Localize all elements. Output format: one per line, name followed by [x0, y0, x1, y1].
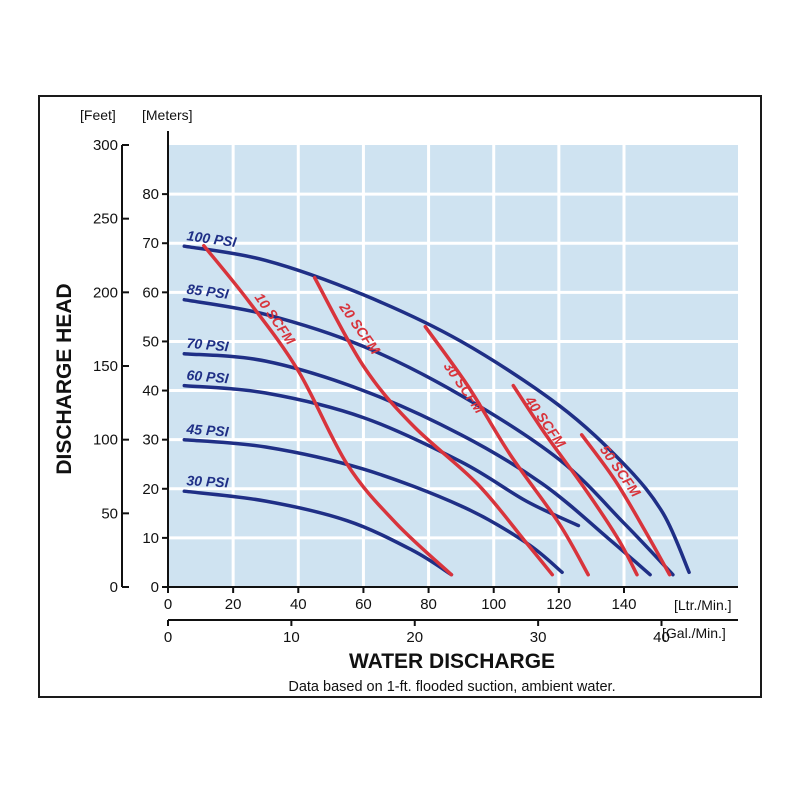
y-axis-title: DISCHARGE HEAD [53, 283, 76, 474]
gpm-tick-label: 30 [530, 629, 547, 646]
psi-label: 30 PSI [186, 472, 230, 490]
meters-tick-label: 40 [142, 383, 159, 400]
feet-tick-label: 250 [93, 211, 118, 228]
meters-tick-label: 30 [142, 432, 159, 449]
psi-curve-85-psi [182, 297, 675, 577]
lpm-tick-label: 0 [164, 596, 172, 613]
psi-curve-70-psi [182, 351, 652, 577]
gpm-tick-label: 10 [283, 629, 300, 646]
feet-tick-label: 50 [101, 505, 118, 522]
scfm-curve-30-scfm [423, 324, 590, 577]
psi-curve-100-psi [182, 244, 691, 575]
scfm-curve-40-scfm [511, 383, 639, 577]
feet-tick-label: 100 [93, 432, 118, 449]
lpm-tick-label: 60 [355, 596, 372, 613]
feet-tick-label: 150 [93, 358, 118, 375]
meters-tick-label: 80 [142, 186, 159, 203]
psi-label: 70 PSI [186, 335, 230, 355]
lpm-tick-label: 100 [481, 596, 506, 613]
feet-tick-label: 300 [93, 137, 118, 154]
scfm-curve-50-scfm [579, 433, 672, 577]
meters-tick-label: 70 [142, 235, 159, 252]
gpm-tick-label: 40 [653, 629, 670, 646]
gpm-unit-label: [Gal./Min.] [662, 625, 726, 641]
meters-tick-label: 10 [142, 530, 159, 547]
meters-tick-label: 60 [142, 284, 159, 301]
meters-tick-label: 50 [142, 333, 159, 350]
psi-curve-60-psi [182, 383, 581, 528]
lpm-tick-label: 20 [225, 596, 242, 613]
meters-tick-label: 20 [142, 481, 159, 498]
psi-label: 85 PSI [186, 281, 231, 302]
lpm-tick-label: 80 [420, 596, 437, 613]
lpm-unit-label: [Ltr./Min.] [674, 597, 732, 613]
feet-tick-label: 200 [93, 284, 118, 301]
psi-label: 45 PSI [185, 421, 230, 440]
lpm-tick-label: 120 [546, 596, 571, 613]
x-axis-title: WATER DISCHARGE [349, 650, 555, 673]
curves [182, 243, 691, 577]
scfm-curve-10-scfm [202, 243, 454, 577]
psi-curve-30-psi [182, 489, 454, 577]
psi-label: 100 PSI [186, 227, 239, 250]
feet-unit-label: [Feet] [80, 107, 116, 123]
psi-label: 60 PSI [186, 367, 230, 387]
scfm-curve-20-scfm [312, 275, 555, 577]
feet-tick-label: 0 [110, 579, 118, 596]
footnote: Data based on 1-ft. flooded suction, amb… [288, 679, 615, 695]
lpm-tick-label: 140 [611, 596, 636, 613]
gpm-tick-label: 0 [164, 629, 172, 646]
meters-tick-label: 0 [151, 579, 159, 596]
gpm-tick-label: 20 [406, 629, 423, 646]
lpm-tick-label: 40 [290, 596, 307, 613]
chart-frame: 0 50 100 150 200 250 300 0 10 20 30 40 50 60 70 80 0 20 40… [38, 95, 762, 698]
meters-unit-label: [Meters] [142, 107, 193, 123]
